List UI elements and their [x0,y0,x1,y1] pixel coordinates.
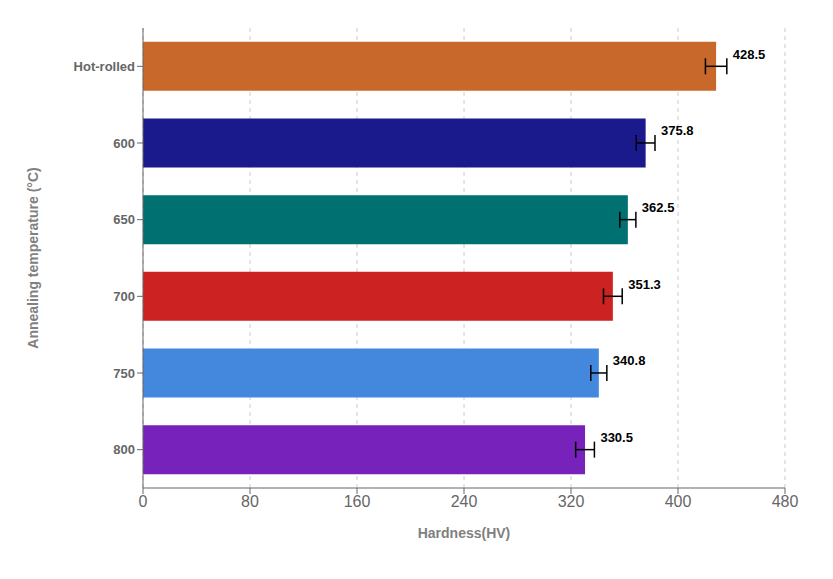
svg-text:0: 0 [139,493,148,510]
svg-text:600: 600 [113,136,135,151]
svg-text:80: 80 [241,493,259,510]
svg-text:240: 240 [451,493,478,510]
svg-text:160: 160 [344,493,371,510]
svg-text:480: 480 [772,493,799,510]
svg-text:320: 320 [558,493,585,510]
svg-text:Hot-rolled: Hot-rolled [74,59,135,74]
svg-text:Annealing temperature (°C): Annealing temperature (°C) [25,167,41,348]
svg-text:400: 400 [665,493,692,510]
svg-text:650: 650 [113,212,135,227]
svg-text:428.5: 428.5 [733,47,766,62]
svg-text:Hardness(HV): Hardness(HV) [418,525,511,541]
svg-text:330.5: 330.5 [600,430,633,445]
svg-text:375.8: 375.8 [661,123,694,138]
svg-text:800: 800 [113,442,135,457]
svg-text:700: 700 [113,289,135,304]
svg-text:750: 750 [113,366,135,381]
svg-text:351.3: 351.3 [628,277,661,292]
svg-text:340.8: 340.8 [613,353,646,368]
svg-text:362.5: 362.5 [642,200,675,215]
